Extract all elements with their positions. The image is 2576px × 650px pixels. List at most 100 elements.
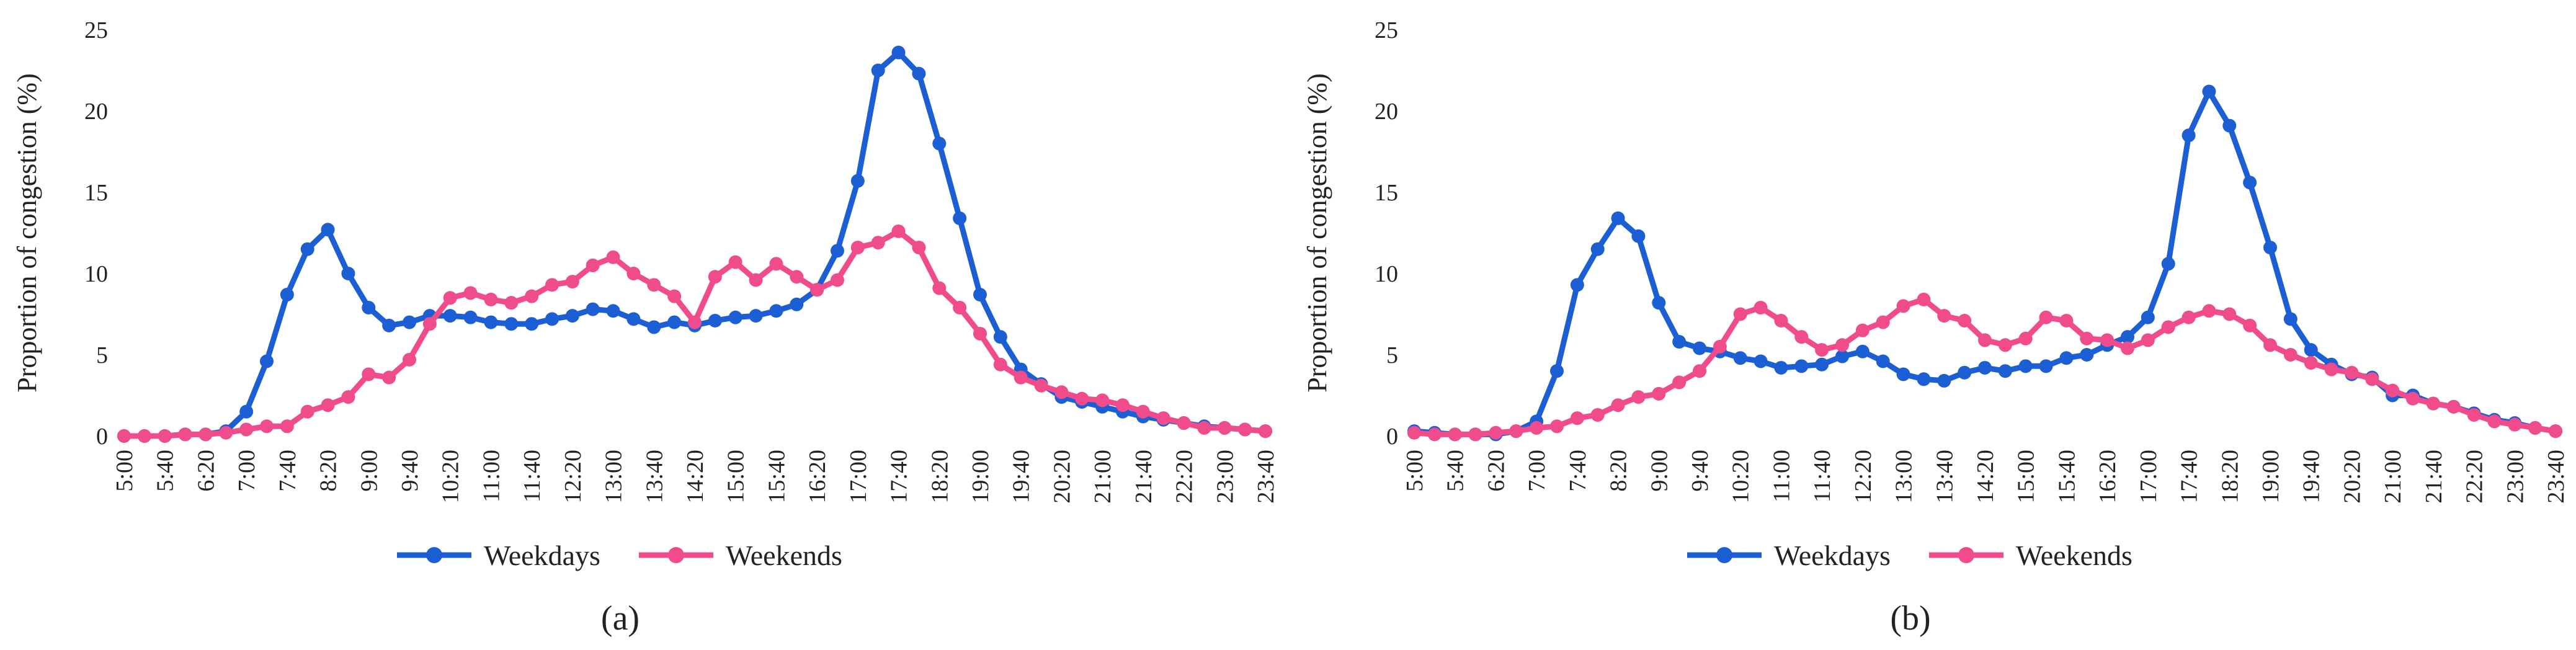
x-tick-label: 11:40 — [1809, 450, 1835, 502]
data-point — [586, 258, 600, 272]
x-tick-label: 18:20 — [2217, 450, 2243, 504]
data-point — [769, 304, 783, 318]
data-point — [341, 267, 355, 280]
data-point — [280, 419, 294, 434]
data-point — [1713, 339, 1727, 354]
data-point — [137, 429, 151, 443]
data-point — [1835, 338, 1849, 352]
data-point — [1218, 421, 1232, 435]
data-point — [708, 270, 722, 284]
data-point — [973, 288, 987, 302]
x-tick-label: 7:40 — [1565, 450, 1591, 492]
data-point — [932, 136, 947, 151]
x-tick-label: 5:00 — [1402, 450, 1428, 492]
data-point — [1754, 354, 1768, 368]
x-tick-label: 20:20 — [2339, 450, 2365, 504]
data-point — [850, 174, 865, 188]
y-tick-label: 0 — [1386, 424, 1398, 450]
x-tick-label: 14:20 — [682, 450, 708, 504]
data-point — [2039, 310, 2053, 324]
data-point — [280, 288, 294, 302]
data-point — [2059, 351, 2074, 365]
x-tick-label: 5:00 — [112, 450, 138, 492]
data-point — [403, 352, 416, 367]
x-tick-label: 22:20 — [2462, 450, 2488, 504]
data-point — [1937, 309, 1951, 323]
data-point — [2182, 310, 2196, 324]
data-point — [525, 289, 539, 303]
x-tick-label: 8:20 — [1606, 450, 1632, 492]
data-point — [1075, 391, 1089, 406]
x-tick-label: 17:00 — [845, 450, 871, 504]
data-point — [586, 302, 600, 316]
data-point — [2365, 372, 2379, 386]
data-point — [1917, 372, 1931, 386]
data-point — [667, 289, 682, 303]
legend-label: Weekends — [726, 540, 842, 571]
data-point — [891, 45, 906, 60]
data-point — [1631, 390, 1646, 404]
data-point — [626, 312, 641, 326]
y-tick-label: 15 — [1375, 180, 1398, 206]
x-tick-label: 17:40 — [886, 450, 912, 504]
data-point — [1652, 386, 1666, 401]
data-point — [1570, 278, 1584, 292]
data-point — [2304, 343, 2318, 357]
data-point — [117, 429, 131, 443]
data-point — [362, 301, 376, 315]
data-point — [239, 404, 254, 419]
x-tick-label: 20:20 — [1049, 450, 1075, 504]
data-point — [341, 390, 355, 404]
y-tick-label: 0 — [96, 424, 108, 450]
data-point — [2386, 383, 2400, 398]
x-tick-label: 17:00 — [2136, 450, 2162, 504]
data-point — [2059, 313, 2074, 327]
x-tick-label: 16:20 — [2095, 450, 2121, 504]
x-tick-label: 12:20 — [1850, 450, 1876, 504]
data-point — [2080, 331, 2094, 345]
y-tick-label: 25 — [1375, 17, 1398, 43]
data-point — [993, 357, 1007, 372]
data-point — [2182, 128, 2196, 143]
data-point — [321, 398, 335, 412]
data-point — [667, 315, 682, 329]
x-tick-label: 10:20 — [1728, 450, 1754, 504]
x-tick-label: 9:00 — [1646, 450, 1672, 492]
x-tick-label: 18:20 — [927, 450, 953, 504]
x-tick-label: 19:40 — [2299, 450, 2325, 504]
data-point — [708, 313, 722, 327]
data-point — [688, 315, 702, 329]
x-tick-label: 15:40 — [2054, 450, 2080, 504]
data-point — [749, 309, 763, 323]
series-line — [124, 50, 1266, 439]
x-tick-label: 21:00 — [1090, 450, 1116, 504]
data-point — [1468, 427, 1482, 442]
data-point — [1815, 357, 1829, 372]
y-tick-label: 10 — [84, 261, 108, 287]
x-tick-label: 23:40 — [1253, 450, 1279, 504]
data-point — [1672, 375, 1687, 390]
data-point — [1652, 296, 1666, 310]
x-tick-label: 23:40 — [2543, 450, 2569, 504]
data-point — [1774, 360, 1788, 375]
data-point — [749, 273, 763, 287]
data-point — [2283, 348, 2297, 362]
x-tick-label: 7:00 — [1524, 450, 1550, 492]
data-point — [1530, 421, 1544, 435]
data-point — [545, 312, 559, 326]
data-point — [1754, 301, 1768, 315]
data-point — [260, 419, 274, 434]
data-point — [1448, 427, 1462, 442]
data-point — [1896, 367, 1910, 381]
data-point — [953, 301, 967, 315]
x-tick-label: 9:40 — [1687, 450, 1713, 492]
data-point — [1590, 407, 1605, 422]
x-tick-label: 13:00 — [1891, 450, 1917, 504]
x-tick-label: 19:00 — [2258, 450, 2284, 504]
data-point — [2121, 330, 2134, 344]
data-point — [1693, 364, 1706, 378]
data-point — [1815, 343, 1829, 357]
data-point — [993, 330, 1007, 344]
data-point — [1978, 360, 1992, 375]
data-point — [850, 241, 865, 255]
